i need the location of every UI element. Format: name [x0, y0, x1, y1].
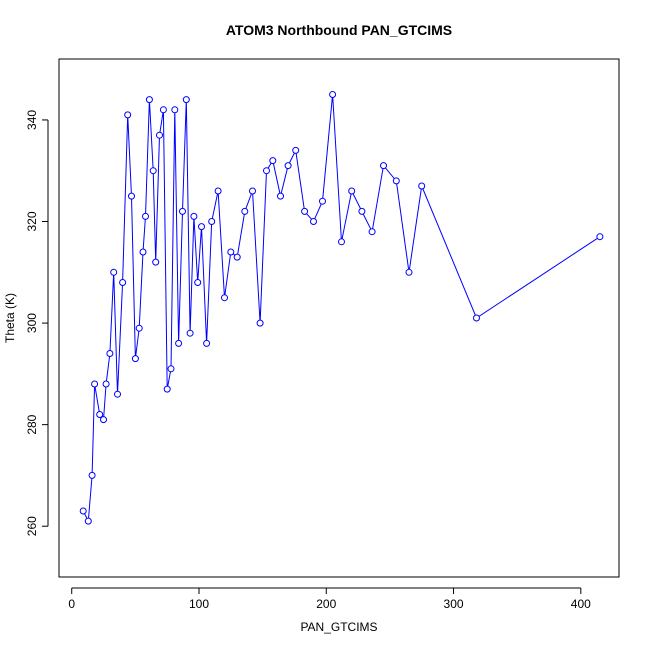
data-point — [131, 355, 139, 363]
data-point — [88, 471, 96, 479]
plot-frame — [58, 58, 620, 578]
data-point — [269, 157, 277, 165]
data-point — [128, 192, 135, 200]
y-tick-label: 260 — [25, 516, 39, 536]
data-point — [277, 192, 284, 200]
data-point — [405, 268, 413, 276]
data-point — [198, 223, 205, 231]
data-point — [100, 416, 107, 424]
x-tick-label: 100 — [189, 597, 209, 611]
data-point — [319, 197, 326, 205]
data-point — [186, 329, 194, 337]
y-tick-label: 300 — [25, 313, 39, 333]
data-point — [214, 187, 222, 195]
data-point — [241, 207, 249, 215]
data-point — [152, 258, 160, 266]
data-point — [358, 207, 366, 215]
data-point — [418, 182, 426, 190]
axis-layer: 0 100 200 300 400 260 280 300 320 340 — [25, 110, 591, 611]
data-point — [106, 350, 114, 357]
data-point — [348, 187, 356, 195]
y-tick-label: 280 — [25, 414, 39, 434]
data-point — [301, 207, 309, 215]
x-axis-label: PAN_GTCIMS — [300, 620, 377, 634]
data-point — [380, 162, 387, 170]
chart-title: ATOM3 Northbound PAN_GTCIMS — [226, 22, 452, 38]
data-point — [156, 131, 163, 139]
y-axis-label: Theta (K) — [3, 293, 17, 343]
x-tick-label: 400 — [571, 597, 591, 611]
data-point — [84, 517, 92, 525]
x-tick-label: 200 — [316, 597, 336, 611]
data-point — [227, 248, 235, 256]
data-point — [167, 365, 175, 373]
x-tick-label: 300 — [444, 597, 464, 611]
data-point — [119, 279, 127, 286]
data-point — [263, 167, 270, 175]
data-point — [149, 167, 157, 175]
data-point — [338, 238, 345, 246]
data-point — [142, 212, 149, 220]
data-point — [208, 218, 216, 225]
data-point — [135, 324, 143, 332]
data-point — [194, 279, 202, 286]
data-point — [473, 314, 480, 322]
data-point — [203, 339, 211, 347]
data-point — [171, 106, 179, 114]
data-point — [596, 233, 604, 241]
data-point — [292, 146, 300, 154]
series-layer — [79, 91, 604, 525]
data-point — [256, 319, 264, 327]
data-point — [249, 187, 256, 195]
data-point — [329, 91, 337, 98]
data-point — [114, 390, 121, 398]
data-point — [159, 106, 167, 114]
data-point — [96, 411, 104, 418]
x-tick-label: 0 — [68, 597, 75, 611]
data-point — [368, 228, 376, 236]
data-point — [79, 507, 87, 515]
data-point — [102, 380, 110, 388]
series-line — [82, 94, 601, 523]
data-point — [163, 385, 171, 393]
data-point — [91, 380, 99, 388]
data-point — [110, 268, 118, 276]
data-point — [284, 162, 292, 170]
data-point — [182, 96, 190, 104]
y-tick-label: 340 — [25, 110, 39, 130]
data-point — [221, 294, 228, 302]
data-point — [139, 248, 147, 256]
data-point — [145, 96, 153, 104]
data-point — [190, 212, 198, 220]
data-point — [310, 218, 317, 225]
data-point — [124, 111, 132, 119]
data-point — [233, 253, 241, 261]
data-point — [179, 207, 186, 215]
y-tick-label: 320 — [25, 211, 39, 231]
data-point — [175, 339, 183, 347]
data-point — [392, 177, 400, 185]
